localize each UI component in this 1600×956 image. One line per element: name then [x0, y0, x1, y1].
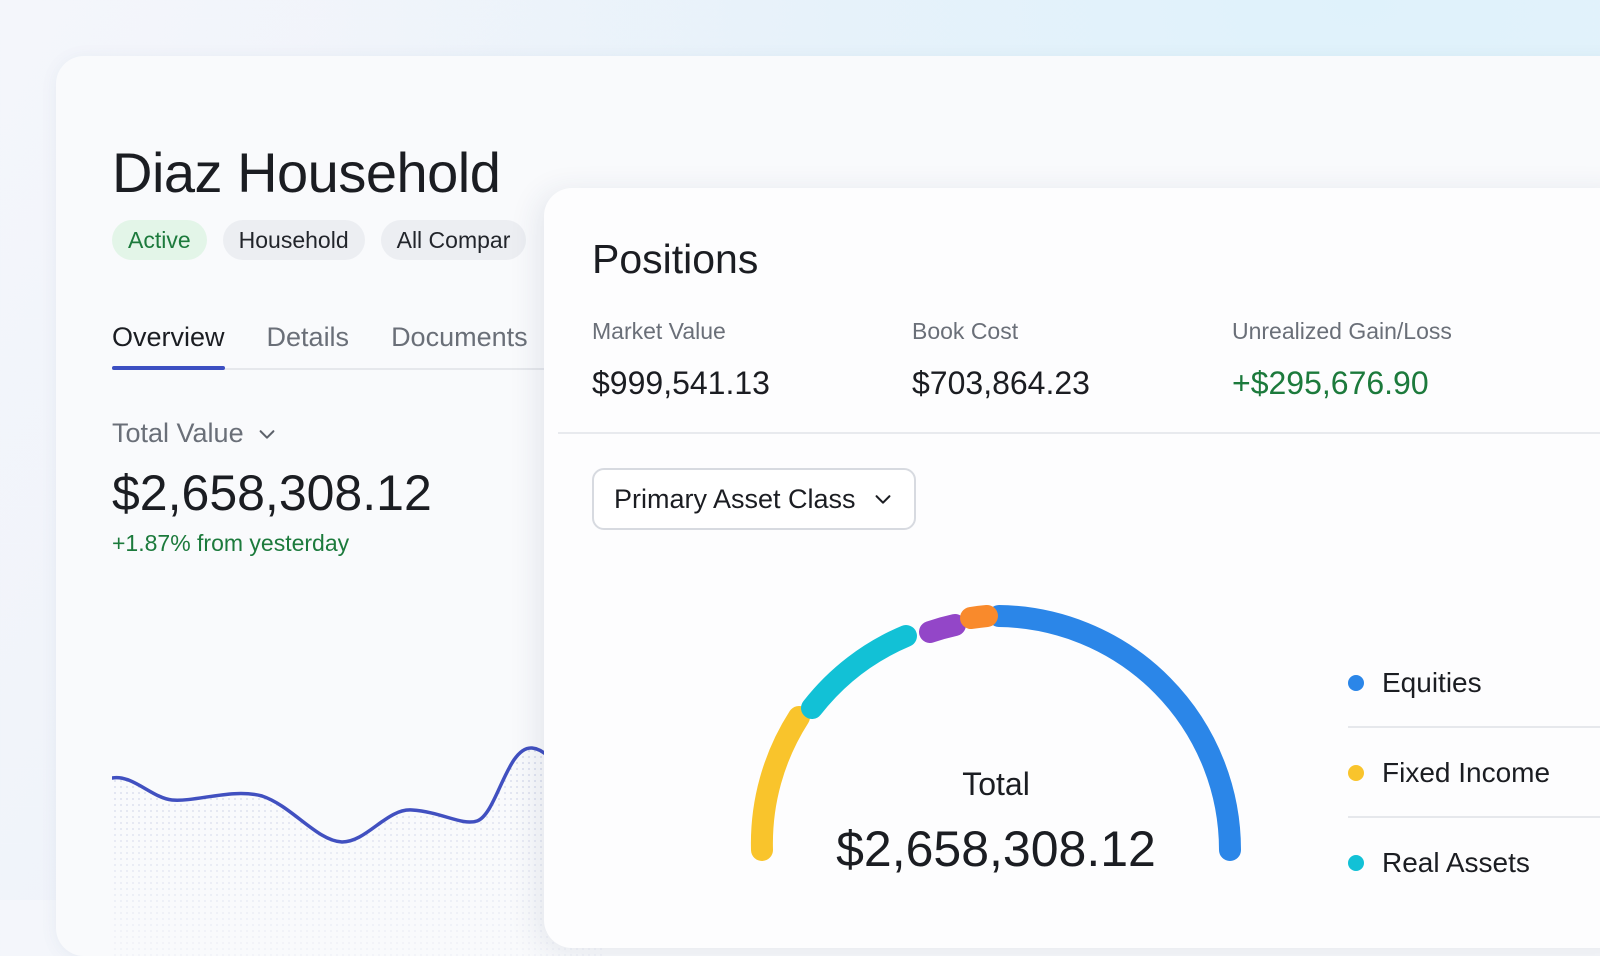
book-cost-label: Book Cost [912, 318, 1019, 344]
donut-total-value: $2,658,308.12 [836, 821, 1156, 877]
allocation-donut [750, 605, 1241, 861]
legend-dot-icon [1348, 765, 1364, 781]
tag-list: Active Household All Compar [112, 220, 527, 260]
company-badge: All Compar [380, 220, 527, 260]
unrealized-gain-amount: +$295,676.90 [1232, 365, 1429, 401]
donut-total-label: Total [962, 766, 1030, 802]
book-cost-amount: $703,864.23 [912, 365, 1090, 401]
unrealized-gain-label: Unrealized Gain/Loss [1232, 318, 1452, 344]
legend-dot-icon [1348, 675, 1364, 691]
type-badge: Household [222, 220, 365, 260]
market-value-metric: Market Value $999,541.13 [592, 318, 770, 402]
positions-card: Positions Market Value $999,541.13 Book … [544, 188, 1600, 948]
metrics-divider [558, 432, 1600, 434]
tab-overview[interactable]: Overview [112, 318, 225, 370]
total-value-amount: $2,658,308.12 [112, 465, 432, 521]
legend-label: Real Assets [1382, 847, 1530, 878]
chevron-down-icon [875, 495, 890, 504]
legend-item-equities[interactable]: Equities [1348, 638, 1600, 728]
total-value-change: +1.87% from yesterday [112, 530, 350, 556]
market-value-label: Market Value [592, 318, 726, 344]
sparkline-area [112, 747, 602, 956]
donut-segment-real-assets [801, 625, 917, 719]
donut-segment-orange [960, 605, 998, 629]
value-sparkline [112, 746, 604, 956]
legend-label: Equities [1382, 667, 1482, 698]
donut-segment-fixed-income [750, 706, 810, 861]
tab-bar: Overview Details Documents [112, 318, 612, 370]
market-value-amount: $999,541.13 [592, 365, 770, 401]
asset-class-select-value: Primary Asset Class [614, 483, 856, 514]
legend-label: Fixed Income [1382, 757, 1551, 788]
page-title: Diaz Household [112, 141, 501, 204]
status-badge: Active [112, 220, 207, 260]
positions-title: Positions [592, 236, 759, 282]
sparkline-line [112, 746, 604, 844]
book-cost-metric: Book Cost $703,864.23 [912, 318, 1090, 402]
donut-segment-equities [988, 605, 1241, 861]
unrealized-gain-metric: Unrealized Gain/Loss +$295,676.90 [1232, 318, 1452, 402]
donut-legend: Equities Fixed Income Real Assets [1348, 638, 1600, 908]
donut-segment-purple [919, 614, 966, 643]
tab-details[interactable]: Details [266, 322, 350, 352]
tab-documents[interactable]: Documents [391, 322, 528, 352]
legend-item-real-assets[interactable]: Real Assets [1348, 818, 1600, 908]
legend-item-fixed-income[interactable]: Fixed Income [1348, 728, 1600, 818]
total-value-dropdown[interactable]: Total Value [112, 418, 278, 449]
asset-class-select[interactable]: Primary Asset Class [592, 468, 916, 530]
chevron-down-icon [259, 429, 275, 439]
legend-dot-icon [1348, 855, 1364, 871]
total-value-label: Total Value [112, 418, 244, 448]
